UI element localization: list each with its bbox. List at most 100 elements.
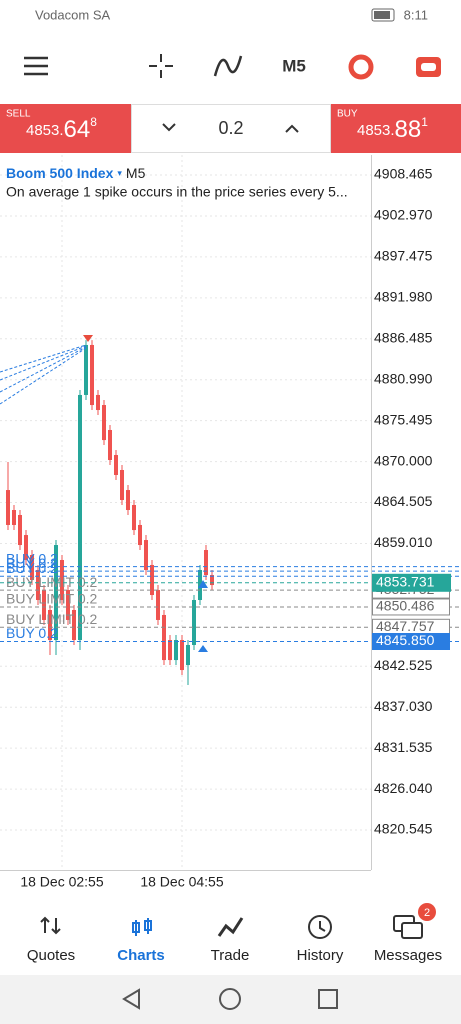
buy-button[interactable]	[331, 104, 461, 153]
sell-label: SELL	[6, 109, 31, 120]
volume-down[interactable]	[162, 123, 176, 132]
y-tick-label: 4897.475	[374, 248, 433, 264]
order-label: BUY LIMIT 0.2	[6, 591, 98, 607]
dropdown-arrow: ▾	[117, 168, 122, 178]
chart[interactable]: 4908.465 4902.970 4897.475 4891.980 4886.485…	[0, 155, 461, 890]
candle-body	[192, 600, 196, 646]
x-tick-label: 18 Dec 02:55	[20, 874, 103, 890]
candle-body	[156, 590, 160, 620]
back-button[interactable]	[122, 988, 140, 1010]
history-icon	[308, 915, 332, 939]
menu-button[interactable]	[24, 56, 48, 76]
y-tick-label: 4831.535	[374, 739, 433, 755]
nav-item[interactable]: Messages	[374, 947, 442, 964]
history-icon	[319, 921, 326, 932]
y-tick-label: 4880.990	[374, 370, 433, 386]
price-sup: 8	[90, 115, 97, 129]
messages-icon	[401, 922, 423, 939]
nav-icons	[40, 915, 423, 939]
price-main: 4853.	[26, 122, 64, 139]
home-button[interactable]	[219, 988, 241, 1010]
chart-title: Boom 500 Index	[6, 165, 114, 181]
candle-body	[42, 590, 46, 620]
candle-body	[180, 640, 184, 671]
candle-body	[138, 524, 142, 546]
badge	[418, 903, 436, 921]
candle-body	[6, 490, 10, 525]
y-tick-label: 4875.495	[374, 411, 433, 427]
y-tick-label: 4864.505	[374, 493, 433, 509]
chart-timeframe: M5	[126, 165, 146, 181]
candle-body	[102, 405, 106, 441]
battery	[371, 8, 395, 22]
candle-body	[12, 510, 16, 525]
clock: 8:11	[404, 7, 428, 22]
nav-item[interactable]: Charts	[117, 947, 165, 964]
sell-arrow	[83, 335, 93, 342]
history-line	[0, 346, 87, 393]
candle-body	[174, 640, 178, 661]
order-label: BUY 0.2	[6, 555, 58, 571]
candle-body	[48, 609, 52, 641]
badge-count: 2	[424, 907, 430, 919]
y-tick-label: 4820.545	[374, 821, 433, 837]
candle-body	[18, 514, 22, 546]
crosshair-button[interactable]	[149, 54, 173, 78]
candle-body	[132, 505, 136, 531]
order-label: BUY 0.2	[6, 625, 58, 641]
charts-icon	[132, 922, 140, 933]
candle-body	[204, 550, 208, 576]
candle-body	[78, 394, 82, 641]
price-main: 4853.	[357, 122, 395, 139]
buy-arrow	[198, 580, 208, 588]
nav-bar	[0, 895, 461, 975]
timeframe-button[interactable]: M5	[282, 56, 306, 75]
candle-body	[96, 394, 100, 411]
nav-labels: Quotes Charts Trade History Messages	[27, 947, 442, 964]
nav-item[interactable]: Quotes	[27, 947, 75, 964]
candle-body	[210, 575, 214, 586]
candle-body	[36, 569, 40, 601]
order-label: BUY 0.2	[6, 560, 58, 576]
candle-body	[24, 535, 28, 560]
candle-body	[90, 344, 94, 406]
sell-price: 4853.648	[26, 115, 97, 143]
y-tick-label: 4902.970	[374, 207, 433, 223]
x-tick-label: 18 Dec 04:55	[140, 874, 223, 890]
y-tick-label: 4891.980	[374, 289, 433, 305]
volume[interactable]: 0.2	[218, 118, 243, 138]
candle-body	[150, 564, 154, 596]
history-line	[0, 345, 87, 381]
y-tick-label: 4837.030	[374, 698, 433, 714]
candle-body	[144, 540, 148, 570]
current-price-box	[372, 573, 451, 592]
battery-level	[374, 11, 390, 19]
volume-up[interactable]	[285, 124, 299, 133]
chart-subtitle: On average 1 spike occurs in the price s…	[6, 184, 348, 200]
candle-body	[120, 469, 124, 501]
y-tick-label: 4908.465	[374, 166, 433, 182]
order-price: 4850.486	[376, 598, 435, 614]
price-sup: 1	[421, 115, 428, 129]
recents-button[interactable]	[318, 989, 338, 1009]
order-price-box	[372, 633, 450, 651]
price-big: 64	[64, 116, 91, 143]
sell-button[interactable]	[0, 104, 131, 153]
current-price: 4853.731	[376, 573, 435, 589]
price-big: 88	[395, 116, 422, 143]
order-label: BUY LIMIT 0.2	[6, 611, 98, 627]
order-label: BUY 0.2	[6, 550, 58, 566]
order-label: BUY LIMIT 0.2	[6, 574, 98, 590]
y-tick-label: 4842.525	[374, 657, 433, 673]
history-line	[0, 344, 87, 373]
candle-body	[186, 645, 190, 666]
nav-item[interactable]: Trade	[211, 947, 250, 964]
indicators-button[interactable]	[213, 55, 243, 77]
candle-body	[108, 429, 112, 461]
nav-item[interactable]: History	[297, 947, 344, 964]
y-tick-label: 4870.000	[374, 452, 433, 468]
trade-button[interactable]	[348, 54, 374, 80]
candle-body	[60, 559, 64, 601]
